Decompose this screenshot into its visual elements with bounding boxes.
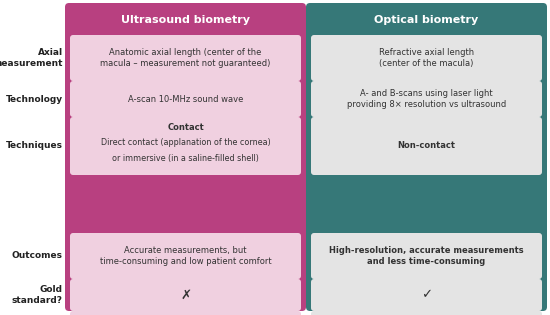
- FancyBboxPatch shape: [311, 117, 542, 175]
- FancyBboxPatch shape: [70, 35, 301, 81]
- Text: A-scan 10-MHz sound wave: A-scan 10-MHz sound wave: [128, 94, 243, 104]
- FancyBboxPatch shape: [70, 81, 301, 117]
- Text: Refractive axial length
(center of the macula): Refractive axial length (center of the m…: [379, 48, 474, 68]
- Text: ✓: ✓: [421, 289, 432, 301]
- Text: Technology: Technology: [6, 94, 63, 104]
- Text: Gold
standard?: Gold standard?: [12, 285, 63, 305]
- Text: Techniques: Techniques: [6, 141, 63, 151]
- FancyBboxPatch shape: [70, 279, 301, 311]
- Text: Contact: Contact: [167, 123, 204, 132]
- FancyBboxPatch shape: [311, 81, 542, 117]
- FancyBboxPatch shape: [311, 311, 542, 315]
- FancyBboxPatch shape: [311, 279, 542, 311]
- FancyBboxPatch shape: [70, 117, 301, 175]
- FancyBboxPatch shape: [306, 3, 547, 311]
- Text: Anatomic axial length (center of the
macula – measurement not guaranteed): Anatomic axial length (center of the mac…: [100, 48, 271, 68]
- Text: Axial
measurement: Axial measurement: [0, 48, 63, 68]
- Text: High-resolution, accurate measurements
and less time-consuming: High-resolution, accurate measurements a…: [329, 246, 524, 266]
- Text: Optical biometry: Optical biometry: [375, 15, 478, 25]
- Text: Outcomes: Outcomes: [12, 251, 63, 261]
- Text: A- and B-scans using laser light
providing 8× resolution vs ultrasound: A- and B-scans using laser light providi…: [347, 89, 506, 109]
- FancyBboxPatch shape: [65, 3, 306, 311]
- Text: or immersive (in a saline-filled shell): or immersive (in a saline-filled shell): [112, 154, 259, 163]
- Text: Ultrasound biometry: Ultrasound biometry: [121, 15, 250, 25]
- Text: ✗: ✗: [180, 289, 191, 301]
- FancyBboxPatch shape: [70, 311, 301, 315]
- Text: Accurate measurements, but
time-consuming and low patient comfort: Accurate measurements, but time-consumin…: [100, 246, 271, 266]
- FancyBboxPatch shape: [311, 35, 542, 81]
- FancyBboxPatch shape: [311, 233, 542, 279]
- Text: Non-contact: Non-contact: [398, 141, 455, 151]
- FancyBboxPatch shape: [70, 233, 301, 279]
- Text: Direct contact (applanation of the cornea): Direct contact (applanation of the corne…: [101, 138, 271, 147]
